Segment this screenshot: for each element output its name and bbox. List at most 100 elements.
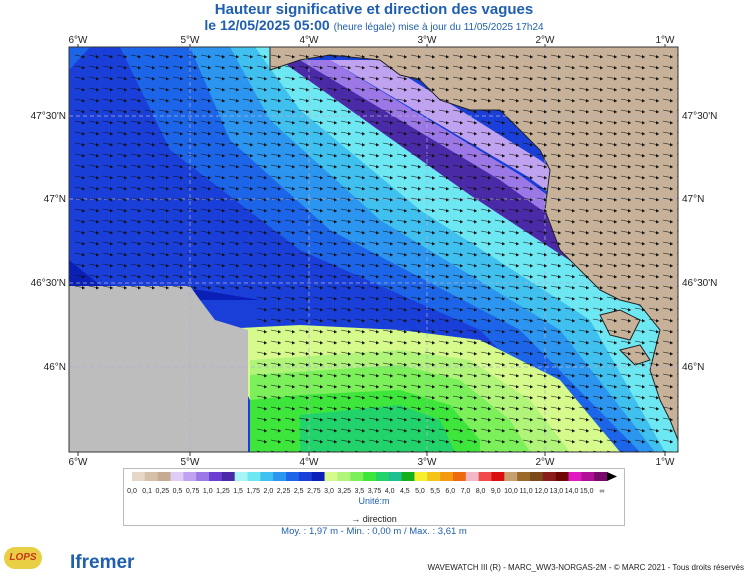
direction-arrow [396,428,408,433]
credit-line: WAVEWATCH III (R) - MARC_WW3-NORGAS-2M -… [427,563,744,572]
direction-arrow [550,362,562,367]
direction-arrow [606,351,618,356]
direction-arrow [424,406,436,411]
direction-arrow [662,98,674,103]
direction-arrow [144,219,156,224]
direction-arrow [74,142,86,147]
direction-arrow [648,197,660,202]
direction-arrow [396,87,408,92]
direction-arrow [438,142,450,147]
direction-arrow [88,76,100,81]
direction-arrow [410,98,422,103]
direction-arrow [564,142,576,147]
legend-swatch [311,472,325,481]
direction-arrow [158,65,170,70]
direction-arrow [620,318,632,323]
direction-arrow [452,153,464,158]
direction-arrow [340,428,352,433]
direction-arrow [648,109,660,114]
direction-arrow [648,219,660,224]
direction-arrow [480,153,492,158]
direction-arrow [214,175,226,180]
direction-arrow [74,153,86,158]
direction-arrow [620,307,632,312]
direction-arrow [620,384,632,389]
direction-arrow [620,65,632,70]
direction-arrow [242,186,254,191]
direction-arrow [550,98,562,103]
direction-arrow [284,164,296,169]
direction-arrow [312,406,324,411]
direction-arrow [242,131,254,136]
direction-arrow [340,318,352,323]
direction-arrow [158,153,170,158]
direction-arrow [270,285,282,290]
direction-arrow [494,186,506,191]
lat-tick-label: 47°N [682,194,704,205]
direction-arrow [326,120,338,125]
direction-arrow [424,142,436,147]
direction-arrow [186,241,198,246]
direction-arrow [438,87,450,92]
direction-arrow [116,54,128,59]
direction-arrow [158,274,170,279]
direction-arrow [508,87,520,92]
direction-arrow [466,307,478,312]
direction-arrow [340,186,352,191]
direction-arrow [480,373,492,378]
direction-arrow [438,186,450,191]
direction-arrow [242,54,254,59]
direction-arrow [620,186,632,191]
direction-arrow [648,329,660,334]
direction-arrow [424,373,436,378]
direction-arrow [662,362,674,367]
direction-arrow [116,285,128,290]
direction-arrow [144,208,156,213]
direction-arrow [88,175,100,180]
direction-arrow [634,241,646,246]
direction-arrow [298,175,310,180]
direction-arrow [186,153,198,158]
legend-swatch [465,472,479,481]
direction-arrow [606,318,618,323]
direction-arrow [284,439,296,444]
direction-arrow [662,252,674,257]
direction-arrow [382,131,394,136]
direction-arrow [270,318,282,323]
direction-arrow [564,87,576,92]
direction-arrow [480,65,492,70]
direction-arrow [438,362,450,367]
direction-arrow [648,362,660,367]
direction-arrow [270,384,282,389]
direction-arrow [200,164,212,169]
direction-arrow [130,76,142,81]
direction-arrow [620,120,632,125]
direction-arrow [298,164,310,169]
direction-arrow [228,131,240,136]
direction-arrow [326,76,338,81]
direction-arrow [326,54,338,59]
direction-arrow [298,241,310,246]
direction-arrow [536,164,548,169]
direction-arrow [424,76,436,81]
direction-arrow [522,98,534,103]
direction-arrow [298,307,310,312]
wave-height-field [69,47,678,452]
direction-arrow [662,439,674,444]
direction-arrow [396,340,408,345]
direction-arrow [592,329,604,334]
direction-arrow [256,296,268,301]
direction-arrow [312,98,324,103]
direction-arrow [396,318,408,323]
legend-label: 7,0 [461,488,471,495]
direction-arrow [424,65,436,70]
direction-arrow [536,417,548,422]
direction-arrow [368,142,380,147]
direction-arrow [536,219,548,224]
direction-arrow [634,384,646,389]
direction-arrow [102,131,114,136]
direction-arrow [410,208,422,213]
direction-arrow [312,153,324,158]
direction-arrow [438,439,450,444]
direction-arrow [606,417,618,422]
